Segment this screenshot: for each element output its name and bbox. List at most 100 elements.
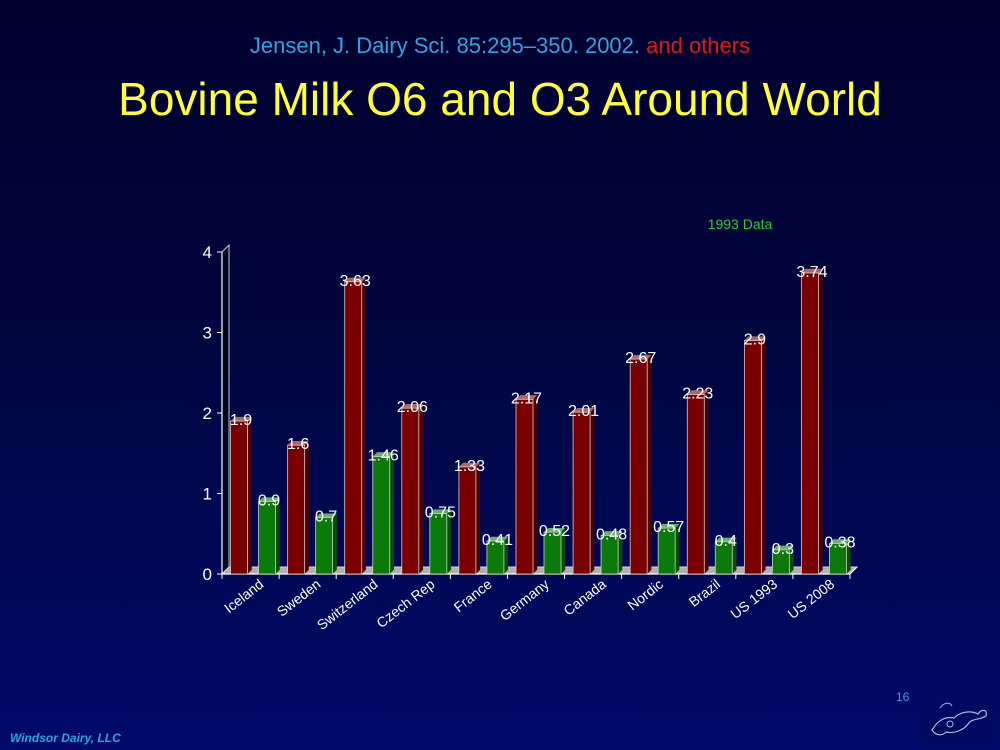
y-tick-label: 1	[203, 485, 212, 504]
data-label: 0.48	[596, 526, 627, 543]
bar-top	[715, 537, 737, 542]
bar-top	[429, 509, 452, 514]
data-label: 0.75	[425, 505, 456, 522]
dairy-logo-icon	[920, 690, 995, 745]
x-tick-label: Brazil	[686, 576, 723, 610]
bar-top	[315, 513, 337, 518]
x-tick-label: France	[451, 576, 495, 616]
bar-top	[744, 336, 766, 341]
data-label: 1.6	[287, 436, 309, 453]
data-label: 3.63	[340, 273, 371, 290]
bar	[287, 444, 306, 575]
bar-top	[486, 536, 509, 541]
bar-top	[401, 403, 424, 409]
bar	[743, 340, 762, 575]
x-tick-label: US 1993	[727, 576, 780, 622]
bar-side	[533, 395, 538, 574]
bar	[686, 394, 705, 575]
x-tick-label: Canada	[560, 576, 609, 619]
bar-side	[704, 390, 709, 574]
x-tick-label: US 2008	[785, 576, 838, 622]
data-label: 0.9	[258, 493, 280, 510]
bar	[429, 513, 448, 575]
bar-side	[332, 513, 337, 574]
bar-top	[658, 523, 680, 529]
data-label: 0.52	[539, 523, 570, 540]
data-label: 0.57	[653, 519, 684, 536]
data-label: 2.23	[682, 385, 713, 402]
bar-side	[818, 268, 823, 574]
bar	[543, 531, 562, 575]
bar-side	[418, 403, 424, 574]
data-label: 0.4	[715, 533, 737, 550]
bar-top	[544, 527, 566, 533]
bar	[657, 527, 676, 575]
slide-title: Bovine Milk O6 and O3 Around World	[118, 73, 882, 125]
bar-top	[687, 390, 709, 395]
x-tick-label: Czech Rep	[373, 576, 438, 631]
data-label: 0.7	[315, 509, 337, 526]
data-label: 2.06	[397, 399, 428, 416]
bar-side	[561, 527, 566, 574]
data-label: 1.9	[230, 412, 252, 429]
bar-top	[372, 452, 394, 457]
citation-extra: and others	[646, 33, 751, 58]
bar	[829, 543, 847, 575]
x-axis-end	[849, 566, 858, 575]
bar	[572, 411, 591, 575]
page-number: 16	[896, 690, 910, 704]
data-label: 2.67	[625, 350, 656, 367]
y-tick-label: 2	[203, 404, 212, 423]
bar-side	[503, 536, 509, 574]
y-tick-label: 0	[203, 565, 212, 584]
x-tick-label: Iceland	[221, 576, 266, 616]
data-label: 0.3	[772, 541, 794, 558]
bar-top	[829, 539, 851, 544]
y-tick-label: 4	[203, 243, 212, 262]
x-tick-label: Germany	[497, 576, 552, 624]
bar-top	[287, 441, 309, 446]
bar-top	[772, 545, 794, 550]
bar	[515, 398, 534, 575]
bar-side	[475, 462, 481, 574]
bar	[458, 466, 477, 575]
data-label: 1.33	[454, 458, 485, 475]
bar-side	[846, 539, 851, 574]
data-label: 2.9	[744, 332, 766, 349]
citation-text: Jensen, J. Dairy Sci. 85:295–350. 2002.	[249, 33, 641, 58]
bar-top	[516, 395, 538, 400]
x-tick-label: Sweden	[274, 576, 324, 620]
data-label: 2.01	[568, 403, 599, 420]
bar-side	[647, 354, 652, 574]
bar-side	[247, 416, 252, 574]
bar-top	[801, 268, 823, 273]
bar	[372, 456, 391, 575]
bar-top	[630, 354, 652, 360]
bar	[801, 272, 819, 575]
citation: Jensen, J. Dairy Sci. 85:295–350. 2002. …	[0, 33, 1000, 59]
bar-top	[573, 407, 595, 413]
bar	[771, 549, 790, 575]
data-label: 0.41	[482, 532, 513, 549]
data-label: 3.74	[796, 264, 827, 281]
bar-top	[458, 462, 481, 467]
bar-side	[789, 545, 794, 574]
bar-top	[230, 416, 252, 422]
chart-annotation: 1993 Data	[708, 216, 773, 232]
bar-side	[761, 336, 766, 574]
x-tick-label: Nordic	[624, 576, 666, 614]
bar-side	[675, 523, 680, 574]
bar	[401, 407, 420, 575]
bar-side	[590, 407, 595, 574]
bar-top	[601, 531, 623, 536]
bar-side	[618, 531, 623, 574]
data-label: 0.38	[824, 534, 855, 551]
bar-side	[361, 277, 366, 574]
bar	[629, 358, 648, 575]
bar-top	[344, 277, 366, 282]
bar-side	[732, 537, 737, 574]
bar	[230, 420, 248, 575]
bar-side	[389, 452, 394, 574]
bar	[600, 534, 619, 575]
